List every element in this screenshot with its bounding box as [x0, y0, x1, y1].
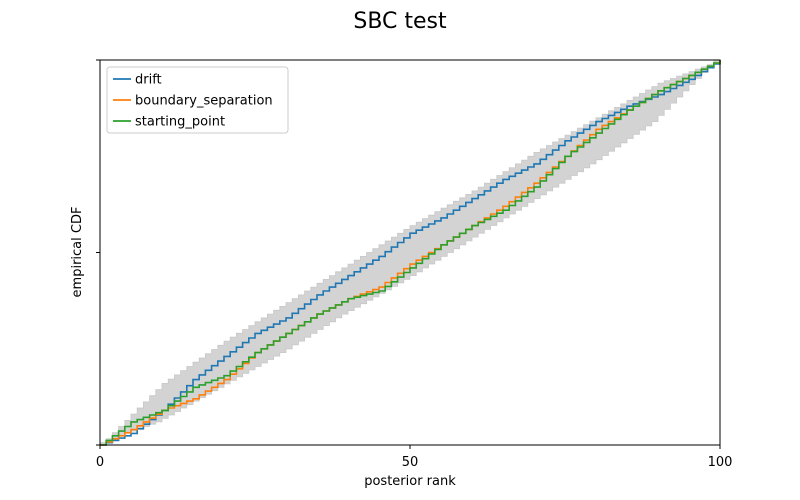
x-tick-label: 0 [96, 455, 104, 470]
series-line-boundary_separation [100, 60, 721, 446]
legend-label: starting_point [135, 115, 225, 130]
legend: drift boundary_separation starting_point [106, 66, 289, 134]
axis-ticks: 0 50 100 [96, 59, 733, 470]
chart-title: SBC test [353, 9, 447, 34]
legend-label: boundary_separation [135, 94, 273, 109]
series-line-starting_point [100, 60, 721, 446]
x-axis-label: posterior rank [364, 474, 456, 489]
legend-label: drift [135, 73, 162, 88]
x-tick-label: 50 [402, 455, 419, 470]
x-tick-label: 100 [708, 455, 733, 470]
y-axis-label: empirical CDF [70, 207, 85, 298]
series-line-drift [100, 60, 721, 446]
legend-box [106, 66, 289, 134]
